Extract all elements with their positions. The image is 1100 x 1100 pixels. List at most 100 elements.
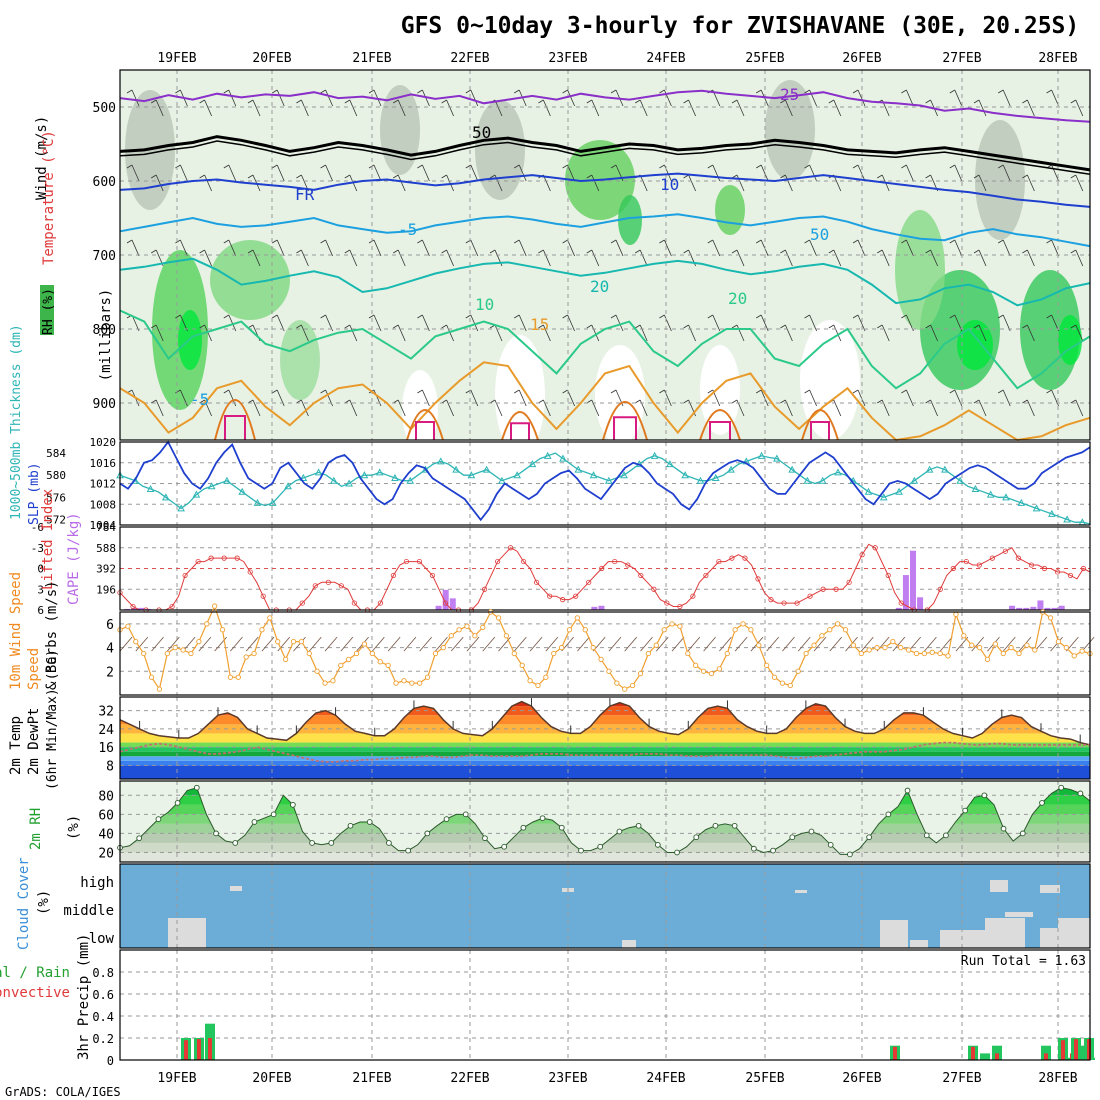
p3-ytick-cape-0: 196 xyxy=(96,583,116,596)
cape-bar-111 xyxy=(902,575,909,610)
wind-barb-flag-1-24 xyxy=(707,164,714,169)
wind-barb-flag-4-39 xyxy=(1070,399,1077,404)
rh-point-30 xyxy=(405,847,411,854)
p2-ytick-thk-1: 576 xyxy=(46,491,66,504)
wind-barb-2-39 xyxy=(1075,249,1084,267)
thickness-point-20 xyxy=(268,498,277,506)
wind-barb-flag-3-20 xyxy=(610,314,617,319)
wind-barb-flag-2-15 xyxy=(489,249,496,254)
wind-barb-flag-3-28 xyxy=(804,314,810,319)
contour-label-6: 20 xyxy=(590,277,609,296)
wind-speed-point-110 xyxy=(984,656,991,663)
wind-barb-flag-3-23 xyxy=(683,324,689,329)
thickness-point-100 xyxy=(879,493,888,501)
rh-point-84 xyxy=(923,832,930,839)
wind-speed-point-37 xyxy=(409,680,415,686)
wind-speed-point-84 xyxy=(779,680,786,686)
wind-barb-3-1 xyxy=(155,324,164,342)
wind-speed-point-3 xyxy=(141,650,147,657)
temp-contour-6 xyxy=(119,361,1091,442)
wind-barb-flag-1-39 xyxy=(1070,174,1077,179)
wind-barb-flag-2-7 xyxy=(296,249,302,254)
wind-speed-point-78 xyxy=(732,627,738,633)
wind-barb-1-17 xyxy=(543,174,551,192)
rh-point-100 xyxy=(1077,790,1084,797)
p1-ytick-4: 900 xyxy=(93,397,116,412)
rh-point-92 xyxy=(1000,825,1007,832)
wind-barb-2-22 xyxy=(664,239,672,257)
thickness-point-108 xyxy=(941,465,949,473)
rh-point-28 xyxy=(386,840,392,846)
cloud-gap-3 xyxy=(910,940,928,948)
wind-speed-point-65 xyxy=(629,682,636,689)
wind-speed-point-55 xyxy=(551,650,557,657)
wind-barb-3-33 xyxy=(930,324,938,342)
wind-barb-flag-0-39 xyxy=(1070,99,1077,104)
wind-speed-point-41 xyxy=(440,644,446,651)
cape-bar-2 xyxy=(131,607,138,610)
wind-barb-3-22 xyxy=(664,314,672,332)
cloud-gap-0 xyxy=(168,918,206,948)
x-tick-bottom-6: 25FEB xyxy=(745,1071,784,1086)
wind-speed-point-25 xyxy=(314,668,320,674)
p5-ytick-3: 32 xyxy=(98,705,114,720)
wind-speed-point-73 xyxy=(693,662,699,669)
surface-barb-70 xyxy=(671,636,685,652)
rh-point-32 xyxy=(424,830,431,837)
wind-barb-1-13 xyxy=(446,174,454,192)
lifted-index-point-96 xyxy=(742,555,748,561)
wind-speed-point-56 xyxy=(558,644,565,651)
wind-barb-2-18 xyxy=(567,239,575,257)
wind-speed-point-61 xyxy=(598,656,604,663)
surface-barb-50 xyxy=(513,636,527,652)
p6-ytick-1: 40 xyxy=(98,827,114,842)
dewpoint-line xyxy=(119,741,1090,763)
temp-band-10 xyxy=(120,701,1090,707)
lifted-index-point-42 xyxy=(390,572,397,579)
wind-speed-point-58 xyxy=(574,615,581,621)
p8-label-c: 3hr Precip (mm) xyxy=(76,934,92,1060)
wind-barb-4-11 xyxy=(397,399,406,417)
contour-label-8: 25 xyxy=(780,85,799,104)
wind-barb-flag-0-13 xyxy=(441,99,447,104)
wind-speed-point-120 xyxy=(1063,644,1069,651)
wind-barb-0-7 xyxy=(301,99,309,117)
wind-barb-0-6 xyxy=(276,89,285,107)
wind-barb-flag-2-30 xyxy=(852,239,859,244)
wind-barb-2-11 xyxy=(397,249,406,267)
wind-speed-point-101 xyxy=(913,650,920,657)
wind-barb-flag-4-34 xyxy=(949,389,956,394)
thickness-point-92 xyxy=(818,476,827,484)
wind-speed-point-102 xyxy=(921,650,928,657)
rh-point-20 xyxy=(309,840,315,846)
wind-barb-1-12 xyxy=(422,164,430,182)
wind-barb-flag-3-18 xyxy=(562,314,568,319)
wind-speed-point-27 xyxy=(330,678,336,684)
wind-barb-1-38 xyxy=(1051,164,1059,182)
wind-barb-flag-1-9 xyxy=(344,174,351,179)
wind-barb-0-25 xyxy=(736,99,745,117)
p7-label-b: (%) xyxy=(36,890,52,915)
lifted-index-point-50 xyxy=(442,600,449,606)
p5-frame xyxy=(119,696,1091,780)
rh-point-88 xyxy=(962,807,968,814)
wind-speed-point-19 xyxy=(267,615,273,621)
wind-barb-flag-3-27 xyxy=(780,324,786,329)
cape-bar-126 xyxy=(1009,605,1016,610)
wind-speed-point-13 xyxy=(219,627,226,633)
rh-point-34 xyxy=(443,816,450,822)
wind-barb-flag-2-37 xyxy=(1022,249,1028,254)
wind-speed-point-88 xyxy=(811,642,817,648)
rh-point-60 xyxy=(693,834,700,841)
wind-barb-1-21 xyxy=(639,174,648,192)
precip-total-bar-6 xyxy=(992,1045,1002,1060)
wind-barb-3-2 xyxy=(180,314,188,332)
wind-speed-point-51 xyxy=(519,662,525,669)
thickness-point-124 xyxy=(1063,515,1071,523)
p6-label-b: (%) xyxy=(66,815,82,840)
rh-point-64 xyxy=(731,822,738,829)
thickness-point-34 xyxy=(375,468,384,476)
wind-barb-flag-3-12 xyxy=(417,314,423,319)
wind-barb-flag-4-2 xyxy=(175,389,181,394)
wind-barb-1-8 xyxy=(325,164,333,182)
